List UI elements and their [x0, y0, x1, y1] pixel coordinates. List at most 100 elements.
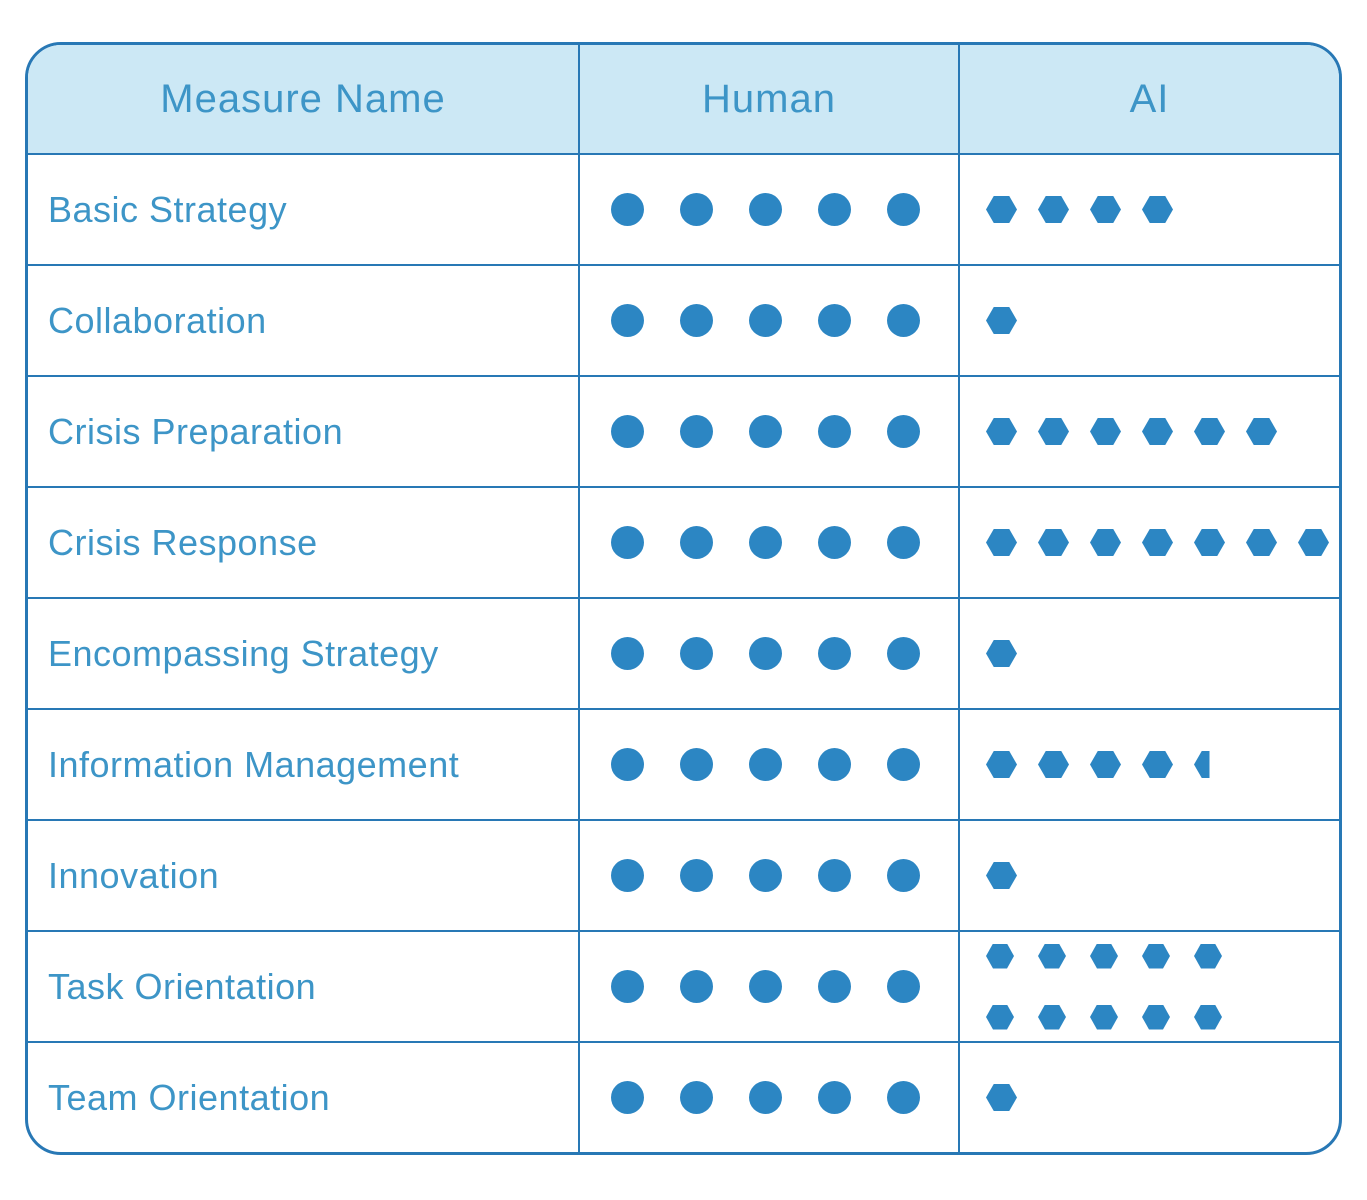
score-hexagon-icon [1298, 529, 1329, 556]
score-circle-dot-icon [680, 970, 713, 1003]
score-hexagon-icon [1142, 943, 1170, 969]
score-circle-dot-icon [818, 304, 851, 337]
score-circle-dot-icon [680, 304, 713, 337]
score-circle-dot-icon [680, 637, 713, 670]
human-score-dots [578, 155, 958, 264]
score-hexagon-icon [986, 307, 1017, 334]
score-circle-dot-icon [749, 193, 782, 226]
measure-name-cell: Innovation [28, 821, 578, 930]
score-hexagon-icon [1142, 751, 1173, 778]
score-circle-dot-icon [611, 859, 644, 892]
table-row: Encompassing Strategy [28, 597, 1339, 708]
human-header-label: Human [702, 76, 836, 121]
column-header-human: Human [578, 45, 958, 153]
table-row: Crisis Response [28, 486, 1339, 597]
measure-name-cell: Team Orientation [28, 1043, 578, 1152]
column-header-ai: AI [958, 45, 1339, 153]
score-circle-dot-icon [611, 748, 644, 781]
score-circle-dot-icon [749, 637, 782, 670]
measure-name-label: Innovation [48, 854, 220, 896]
score-hexagon-icon [1194, 1004, 1222, 1030]
human-score-dots [578, 377, 958, 486]
score-hexagon-icon [986, 418, 1017, 445]
score-circle-dot-icon [887, 193, 920, 226]
measure-name-header-label: Measure Name [160, 76, 446, 121]
table-row: Task Orientation [28, 930, 1339, 1041]
score-circle-dot-icon [887, 859, 920, 892]
measure-name-label: Basic Strategy [48, 188, 288, 230]
score-circle-dot-icon [611, 304, 644, 337]
measure-name-label: Team Orientation [48, 1076, 331, 1118]
score-hexagon-icon [1194, 529, 1225, 556]
ai-score-hexagons [958, 710, 1339, 819]
score-circle-dot-icon [818, 970, 851, 1003]
human-score-dots [578, 599, 958, 708]
score-circle-dot-icon [611, 415, 644, 448]
score-hexagon-icon [1194, 418, 1225, 445]
score-hexagon-icon [1038, 418, 1069, 445]
ai-score-hexagons [958, 488, 1339, 597]
score-hexagon-icon [1246, 418, 1277, 445]
score-circle-dot-icon [749, 859, 782, 892]
measure-name-cell: Information Management [28, 710, 578, 819]
score-hexagon-icon [1038, 1004, 1066, 1030]
score-hexagon-icon [986, 196, 1017, 223]
score-circle-dot-icon [680, 1081, 713, 1114]
table-row: Basic Strategy [28, 153, 1339, 264]
score-circle-dot-icon [818, 748, 851, 781]
score-hexagon-icon [986, 862, 1017, 889]
score-hexagon-icon [986, 529, 1017, 556]
score-hexagon-icon [1246, 529, 1277, 556]
score-circle-dot-icon [749, 415, 782, 448]
table-row: Information Management [28, 708, 1339, 819]
measure-name-label: Task Orientation [48, 965, 317, 1007]
score-hexagon-icon [986, 1084, 1017, 1111]
score-circle-dot-icon [818, 637, 851, 670]
score-circle-dot-icon [680, 859, 713, 892]
measure-name-label: Crisis Response [48, 521, 318, 563]
measure-name-cell: Crisis Response [28, 488, 578, 597]
measure-name-label: Information Management [48, 743, 460, 785]
score-circle-dot-icon [818, 1081, 851, 1114]
measure-name-cell: Collaboration [28, 266, 578, 375]
score-half-hexagon-icon [1194, 751, 1210, 778]
human-score-dots [578, 932, 958, 1041]
ai-score-hexagons [958, 821, 1339, 930]
score-hexagon-icon [986, 751, 1017, 778]
measure-name-label: Encompassing Strategy [48, 632, 439, 674]
score-circle-dot-icon [887, 1081, 920, 1114]
score-circle-dot-icon [749, 526, 782, 559]
score-circle-dot-icon [887, 526, 920, 559]
score-hexagon-icon [1090, 196, 1121, 223]
human-score-dots [578, 488, 958, 597]
score-circle-dot-icon [611, 637, 644, 670]
comparison-table: Measure Name Human AI Basic Strategy Col… [25, 42, 1342, 1155]
table-header-row: Measure Name Human AI [28, 45, 1339, 153]
score-circle-dot-icon [611, 526, 644, 559]
score-circle-dot-icon [749, 748, 782, 781]
score-circle-dot-icon [680, 526, 713, 559]
score-hexagon-icon [1194, 943, 1222, 969]
score-hexagon-icon [1038, 196, 1069, 223]
measure-name-cell: Crisis Preparation [28, 377, 578, 486]
table-row: Team Orientation [28, 1041, 1339, 1152]
score-circle-dot-icon [887, 415, 920, 448]
table-row: Collaboration [28, 264, 1339, 375]
human-score-dots [578, 710, 958, 819]
ai-score-hexagons [958, 155, 1339, 264]
score-hexagon-icon [1090, 1004, 1118, 1030]
score-hexagon-icon [1038, 943, 1066, 969]
ai-score-hexagons [958, 377, 1339, 486]
score-hexagon-icon [1090, 943, 1118, 969]
score-hexagon-icon [1090, 751, 1121, 778]
score-circle-dot-icon [611, 193, 644, 226]
score-hexagon-icon [1142, 418, 1173, 445]
score-circle-dot-icon [887, 970, 920, 1003]
score-circle-dot-icon [680, 415, 713, 448]
score-hexagon-icon [1090, 529, 1121, 556]
score-hexagon-icon [1038, 529, 1069, 556]
score-circle-dot-icon [818, 859, 851, 892]
score-circle-dot-icon [887, 637, 920, 670]
human-score-dots [578, 1043, 958, 1152]
score-hexagon-icon [986, 640, 1017, 667]
